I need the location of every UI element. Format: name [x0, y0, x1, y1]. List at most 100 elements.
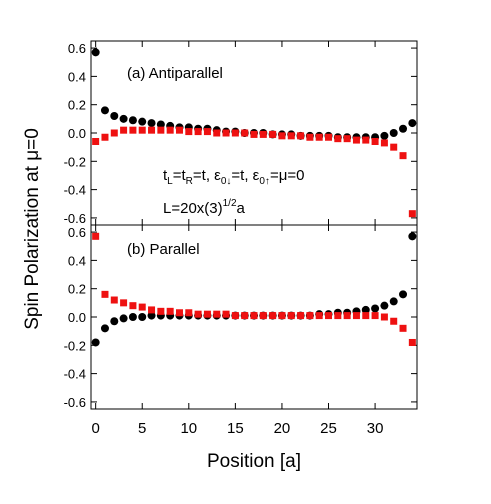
data-point-square: [362, 312, 370, 320]
data-point-square: [399, 324, 407, 332]
panel-a-antiparallel: 0.6 0.4 0.2 0.0 -0.2 -0.4 -0.6 (a) Antiparallel…: [64, 40, 418, 226]
data-point-circle: [91, 338, 100, 347]
data-point-square: [101, 133, 109, 141]
data-point-circle: [100, 324, 109, 333]
data-point-square: [101, 290, 109, 298]
data-point-square: [408, 338, 416, 346]
data-point-circle: [128, 313, 137, 321]
annotation-part: R: [186, 176, 193, 187]
annotation-part: =t, ε: [193, 167, 221, 184]
y-tick-label: 0.4: [68, 69, 86, 84]
data-point-square: [325, 312, 333, 320]
data-point-square: [203, 128, 211, 136]
data-point-circle: [119, 114, 128, 123]
panel-label: (a) Antiparallel: [127, 65, 223, 82]
y-tick-label: -0.6: [64, 211, 86, 226]
annotation-part: =μ=0: [270, 167, 305, 184]
x-tick-label: 25: [320, 420, 337, 437]
data-point-square: [213, 310, 221, 318]
data-point-circle: [128, 116, 137, 125]
data-point-square: [185, 128, 193, 136]
data-point-circle: [399, 124, 408, 133]
data-point-circle: [408, 232, 417, 241]
data-point-square: [175, 309, 183, 317]
y-axis-label: Spin Polarization at μ=0: [22, 128, 43, 330]
lattice-annotation: L=20x(3)1/2a: [163, 198, 246, 217]
y-tick-label: -0.6: [64, 395, 86, 410]
data-point-square: [343, 135, 351, 143]
data-point-circle: [110, 317, 119, 326]
data-point-square: [352, 136, 360, 144]
data-point-circle: [138, 117, 147, 126]
data-point-square: [241, 129, 249, 137]
data-point-square: [362, 136, 370, 144]
data-point-square: [287, 132, 295, 140]
data-point-square: [138, 303, 146, 311]
data-point-square: [110, 129, 118, 137]
data-point-square: [166, 307, 174, 315]
data-point-square: [371, 137, 379, 145]
data-point-square: [194, 128, 202, 136]
data-point-square: [138, 126, 146, 134]
data-point-square: [325, 133, 333, 141]
x-tick-label: 5: [138, 420, 146, 437]
y-tick-label: -0.2: [64, 338, 86, 353]
data-point-square: [92, 137, 100, 145]
data-point-square: [231, 312, 239, 320]
data-point-square: [203, 310, 211, 318]
data-point-circle: [389, 297, 398, 306]
y-tick-label: 0.0: [68, 310, 86, 325]
y-tick-label: -0.4: [64, 367, 86, 382]
data-point-square: [287, 312, 295, 320]
data-point-square: [390, 143, 398, 151]
data-point-square: [120, 126, 128, 134]
data-point-square: [166, 126, 174, 134]
x-tick-label: 15: [227, 420, 244, 437]
data-point-square: [231, 129, 239, 137]
data-point-square: [334, 135, 342, 143]
data-point-square: [148, 126, 156, 134]
data-point-circle: [147, 119, 156, 128]
annotation-part: a: [237, 200, 246, 217]
data-point-circle: [380, 301, 389, 310]
x-axis-label: Position [a]: [207, 451, 301, 472]
annotation-part: =t, ε: [231, 167, 259, 184]
data-point-square: [297, 312, 305, 320]
x-tick-label: 0: [91, 420, 99, 437]
data-point-square: [278, 312, 286, 320]
y-tick-label: 0.4: [68, 253, 86, 268]
data-point-square: [194, 310, 202, 318]
data-point-square: [343, 312, 351, 320]
data-point-square: [390, 317, 398, 325]
data-point-square: [250, 312, 258, 320]
y-tick-label: -0.2: [64, 154, 86, 169]
data-point-circle: [361, 305, 370, 314]
data-point-square: [148, 306, 156, 314]
data-point-square: [241, 312, 249, 320]
data-point-square: [175, 126, 183, 134]
data-point-circle: [100, 106, 109, 115]
data-point-square: [278, 132, 286, 140]
data-point-square: [297, 132, 305, 140]
data-point-square: [250, 130, 258, 138]
data-point-circle: [147, 311, 156, 320]
annotation-part: 0↑: [259, 176, 270, 187]
data-point-square: [315, 312, 323, 320]
y-tick-label: 0.0: [68, 126, 86, 141]
data-point-square: [315, 133, 323, 141]
data-point-square: [352, 312, 360, 320]
y-tick-label: 0.6: [68, 41, 86, 56]
data-point-square: [129, 302, 137, 310]
data-point-square: [120, 299, 128, 307]
data-point-square: [306, 133, 314, 141]
data-point-square: [222, 129, 230, 137]
data-point-square: [157, 126, 165, 134]
data-point-circle: [408, 119, 417, 128]
x-tick-label: 20: [274, 420, 291, 437]
data-point-square: [157, 307, 165, 315]
y-tick-label: 0.2: [68, 98, 86, 113]
data-point-circle: [389, 129, 398, 137]
data-point-square: [380, 139, 388, 147]
data-point-square: [185, 309, 193, 317]
